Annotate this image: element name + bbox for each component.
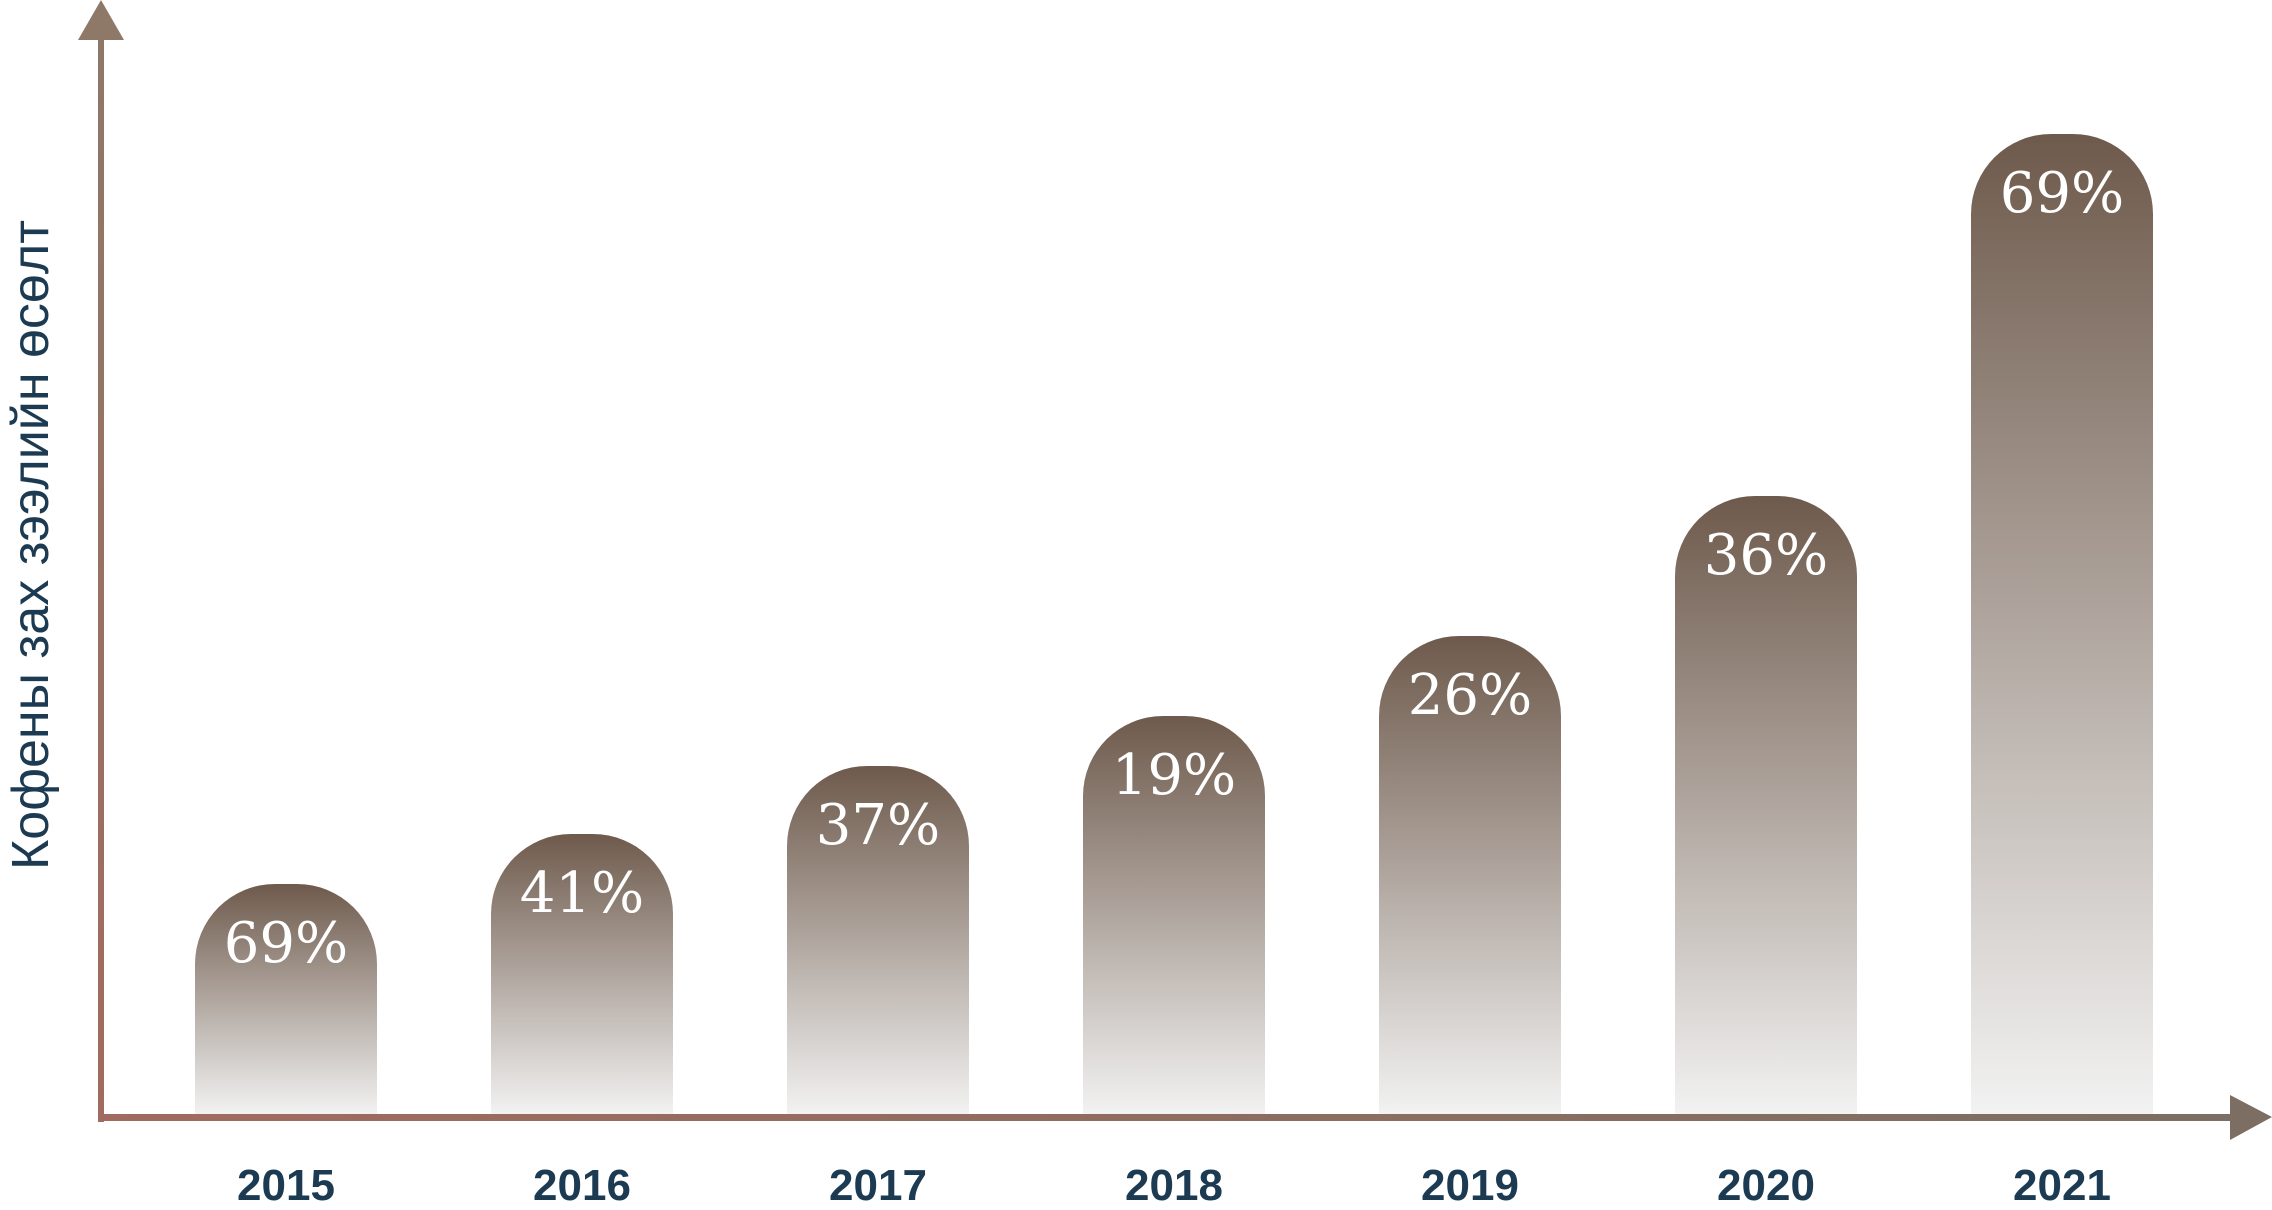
x-axis-line — [98, 1114, 2238, 1121]
bars-layer — [195, 134, 2153, 1114]
value-label-2021: 69% — [2000, 161, 2124, 226]
value-labels-layer: 69% 41% 37% 19% 26% 36% 69% — [224, 161, 2124, 976]
bar-2015 — [195, 884, 377, 1114]
bar-2017 — [787, 766, 969, 1114]
bar-2016 — [491, 834, 673, 1114]
value-label-2015: 69% — [224, 911, 348, 976]
y-axis-arrow-icon — [78, 0, 124, 40]
y-axis-line — [98, 34, 104, 1122]
value-label-2016: 41% — [520, 861, 644, 926]
x-tick-label-2018: 2018 — [1125, 1161, 1223, 1210]
x-tick-label-2021: 2021 — [2013, 1161, 2111, 1210]
bar-2019 — [1379, 636, 1561, 1114]
x-tick-label-2016: 2016 — [533, 1161, 631, 1210]
value-label-2018: 19% — [1112, 743, 1236, 808]
x-tick-label-2020: 2020 — [1717, 1161, 1815, 1210]
x-axis-arrow-icon — [2230, 1095, 2272, 1140]
bar-2021 — [1971, 134, 2153, 1114]
bar-2020 — [1675, 496, 1857, 1114]
value-label-2020: 36% — [1704, 523, 1828, 588]
value-label-2017: 37% — [816, 793, 940, 858]
bar-2018 — [1083, 716, 1265, 1114]
x-tick-label-2017: 2017 — [829, 1161, 927, 1210]
value-label-2019: 26% — [1408, 663, 1532, 728]
x-tick-label-2019: 2019 — [1421, 1161, 1519, 1210]
x-tick-label-2015: 2015 — [237, 1161, 335, 1210]
y-axis-title: Кофены зах зээлийн өсөлт — [2, 220, 60, 870]
tick-labels-layer: 2015 2016 2017 2018 2019 2020 2021 — [237, 1161, 2111, 1210]
